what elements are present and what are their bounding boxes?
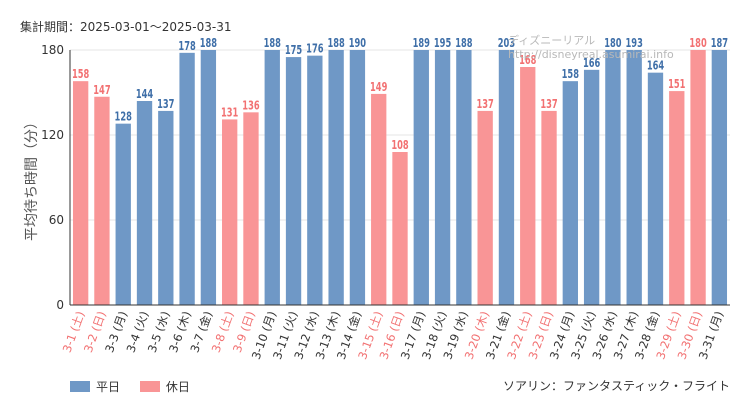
value-label-11: 175	[285, 43, 302, 57]
value-label-27: 193	[626, 36, 643, 50]
value-label-23: 137	[540, 97, 557, 111]
value-label-21: 203	[498, 36, 515, 50]
value-label-28: 164	[647, 59, 664, 73]
watermark: ディズニーリアル http://disneyreal.asumirai.info	[508, 34, 674, 61]
value-labels: 158 147 128 144 137 178 188 131 136 188 175 176 188 1…	[72, 36, 728, 152]
bar-18[interactable]	[434, 50, 451, 305]
bar-30[interactable]	[690, 50, 706, 305]
bar-24[interactable]	[562, 81, 578, 306]
x-tick-labels: 3-1 (土)3-2 (日)3-3 (月)3-4 (火)3-5 (水)3-6 (…	[60, 309, 727, 361]
y-tick-label: 0	[56, 298, 64, 312]
value-label-1: 158	[72, 67, 89, 81]
bar-25[interactable]	[583, 69, 600, 305]
bar-2[interactable]	[94, 96, 110, 305]
y-tick-label: 120	[41, 128, 64, 142]
y-tick-label: 60	[49, 213, 64, 227]
bar-3[interactable]	[115, 123, 131, 306]
value-label-6: 178	[178, 39, 195, 53]
bar-10[interactable]	[264, 50, 280, 305]
value-label-31: 187	[711, 36, 728, 50]
bar-26[interactable]	[605, 50, 621, 305]
value-label-8: 131	[221, 105, 238, 119]
bar-15[interactable]	[371, 93, 387, 306]
bar-23[interactable]	[541, 110, 557, 306]
period-label: 集計期間：2025-03-01〜2025-03-31	[20, 20, 232, 34]
value-label-22: 168	[519, 53, 536, 67]
bar-7[interactable]	[200, 50, 217, 305]
y-tick-label: 180	[41, 43, 64, 57]
bar-16[interactable]	[392, 152, 408, 305]
value-label-2: 147	[93, 83, 110, 97]
value-label-15: 149	[370, 80, 387, 94]
bar-21[interactable]	[498, 50, 515, 305]
value-label-25: 166	[583, 56, 600, 70]
value-label-3: 128	[115, 110, 132, 124]
bar-4[interactable]	[136, 101, 153, 305]
attraction-name: ソアリン：ファンタスティック・フライト	[502, 379, 730, 393]
bar-20[interactable]	[477, 110, 493, 306]
axes	[69, 50, 730, 306]
bar-17[interactable]	[413, 50, 429, 305]
bar-1[interactable]	[72, 81, 89, 306]
legend-swatch-holiday	[139, 381, 160, 392]
bar-12[interactable]	[307, 55, 323, 305]
value-label-14: 190	[349, 36, 366, 50]
value-label-24: 158	[562, 67, 579, 81]
legend-label-weekday: 平日	[96, 380, 121, 394]
bar-22[interactable]	[520, 67, 536, 305]
bar-19[interactable]	[456, 50, 472, 305]
value-label-12: 176	[306, 42, 323, 56]
bars	[72, 50, 728, 306]
legend-item-holiday[interactable]: 休日	[139, 378, 190, 395]
legend: 平日 休日	[70, 378, 206, 395]
bar-6[interactable]	[179, 52, 195, 306]
bar-14[interactable]	[349, 50, 366, 305]
bar-13[interactable]	[328, 50, 344, 305]
value-label-29: 151	[668, 77, 685, 91]
bar-11[interactable]	[285, 57, 302, 306]
y-axis-label: 平均待ち時間（分）	[24, 115, 40, 241]
value-label-17: 189	[413, 36, 430, 50]
value-label-13: 188	[327, 36, 344, 50]
value-label-20: 137	[476, 97, 493, 111]
bar-27[interactable]	[626, 50, 642, 305]
bar-28[interactable]	[647, 72, 664, 306]
value-label-9: 136	[242, 98, 259, 112]
legend-swatch-weekday	[70, 381, 90, 392]
bar-31[interactable]	[711, 50, 728, 305]
value-label-7: 188	[200, 36, 217, 50]
value-label-10: 188	[264, 36, 281, 50]
value-label-16: 108	[391, 138, 408, 152]
legend-item-weekday[interactable]: 平日	[70, 378, 120, 395]
bar-5[interactable]	[158, 110, 174, 306]
bar-9[interactable]	[243, 112, 259, 305]
bar-8[interactable]	[222, 119, 238, 306]
value-label-26: 180	[604, 36, 621, 50]
value-label-18: 195	[434, 36, 451, 50]
y-tick-labels: 0 60 120 180	[41, 43, 64, 312]
value-label-4: 144	[136, 87, 153, 101]
bar-29[interactable]	[669, 91, 685, 305]
value-label-19: 188	[455, 36, 472, 50]
value-label-5: 137	[157, 97, 174, 111]
legend-label-holiday: 休日	[165, 380, 190, 394]
value-label-30: 180	[689, 36, 706, 50]
